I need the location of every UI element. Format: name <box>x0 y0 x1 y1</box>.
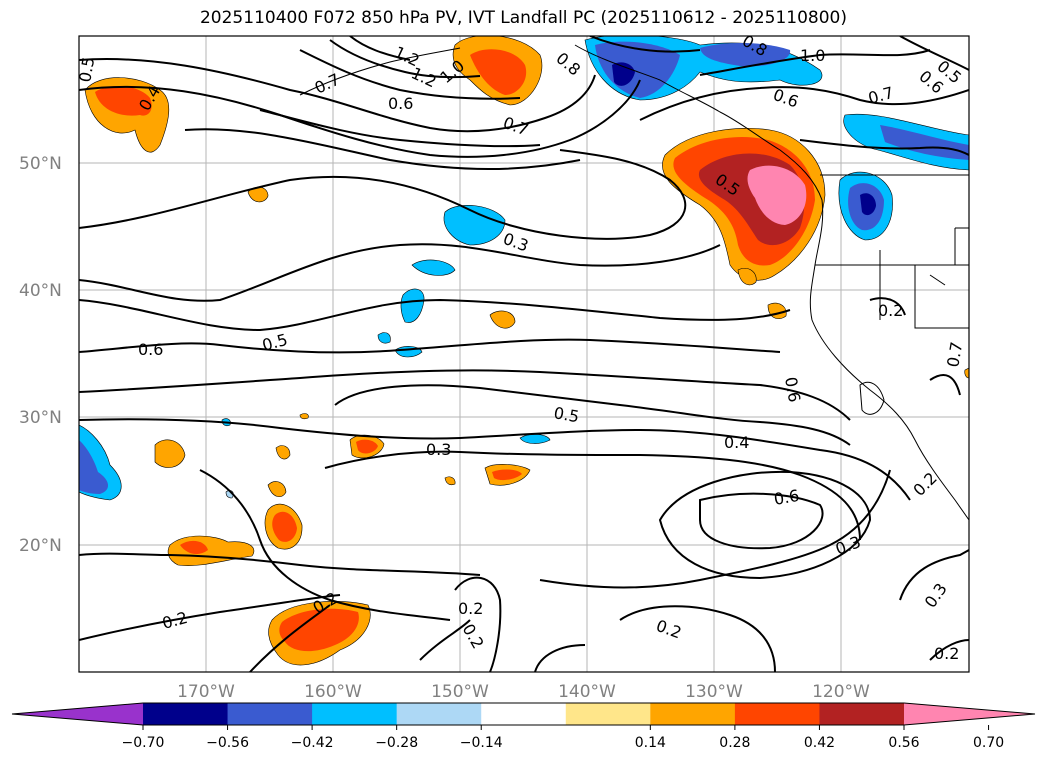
contour-label: 0.5 <box>552 403 580 426</box>
contour-label: 0.7 <box>943 340 966 368</box>
colorbar-tick-label: 0.28 <box>719 735 750 751</box>
colorbar-bin <box>227 703 313 725</box>
contour-label: 0.6 <box>138 340 163 359</box>
colorbar-tick-label: −0.14 <box>460 735 503 751</box>
colorbar-tick-label: −0.42 <box>291 735 334 751</box>
lon-label-150w: 150°W <box>431 682 489 702</box>
colorbar-bin <box>481 703 567 725</box>
lon-label-170w: 170°W <box>177 682 235 702</box>
colorbar-tick-label: 0.70 <box>973 735 1004 751</box>
contour-label: 0.5 <box>75 55 98 83</box>
contour-label: 0.2 <box>878 301 903 320</box>
colorbar-extend-max <box>904 703 1035 725</box>
colorbar-tick-label: −0.70 <box>122 735 165 751</box>
shade-cold-central <box>443 205 506 246</box>
contour-label: 0.3 <box>426 440 451 459</box>
colorbar-tick-label: −0.28 <box>375 735 418 751</box>
map-title: 2025110400 F072 850 hPa PV, IVT Landfall… <box>199 8 847 28</box>
colorbar-bin <box>143 703 229 725</box>
colorbar-tick-label: −0.56 <box>206 735 249 751</box>
contour-label: 0.6 <box>781 375 804 403</box>
colorbar-tick-label: 0.42 <box>804 735 835 751</box>
colorbar-bin <box>650 703 736 725</box>
shaded-anomalies <box>79 36 969 666</box>
lon-label-160w: 160°W <box>304 682 362 702</box>
lon-label-130w: 130°W <box>685 682 743 702</box>
pv-contours <box>79 36 969 672</box>
contour-label: 1.0 <box>800 46 825 65</box>
lat-label-50n: 50°N <box>19 154 62 174</box>
colorbar-bin <box>396 703 482 725</box>
contour-label: 0.6 <box>388 94 413 113</box>
coastlines <box>299 44 969 521</box>
map-frame <box>78 35 970 673</box>
colorbar-tick-label: 0.14 <box>635 735 666 751</box>
lon-label-140w: 140°W <box>558 682 616 702</box>
colorbar-bin <box>734 703 820 725</box>
colorbar-extend-min <box>12 703 143 725</box>
colorbar-bin <box>819 703 905 725</box>
contour-label: 0.4 <box>724 433 749 452</box>
latitude-labels: 50°N 40°N 30°N 20°N <box>19 154 62 556</box>
lat-label-40n: 40°N <box>19 281 62 301</box>
longitude-labels: 170°W 160°W 150°W 140°W 130°W 120°W <box>177 682 870 702</box>
colorbar-tick-label: 0.56 <box>888 735 919 751</box>
contour-label: 0.6 <box>772 486 800 509</box>
contour-label: 0.2 <box>458 599 483 618</box>
lat-label-20n: 20°N <box>19 536 62 556</box>
contour-label: 0.2 <box>934 644 959 663</box>
colorbar-bin <box>565 703 651 725</box>
colorbar-bin <box>312 703 398 725</box>
lon-label-120w: 120°W <box>812 682 870 702</box>
lat-label-30n: 30°N <box>19 408 62 428</box>
colorbar: −0.70 −0.56 −0.42 −0.28 −0.14 0.14 0.28 0.42 0.5… <box>11 702 1036 751</box>
